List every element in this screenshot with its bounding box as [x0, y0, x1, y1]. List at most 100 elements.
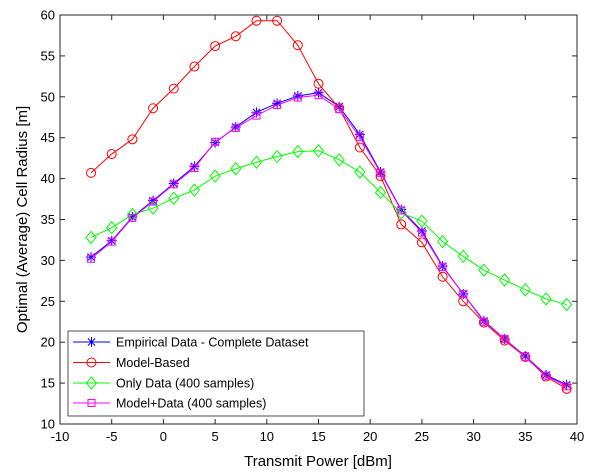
data-point [209, 169, 221, 183]
data-point [127, 134, 138, 145]
data-point [540, 369, 551, 380]
data-point [147, 201, 159, 215]
x-tick-label: 40 [570, 429, 584, 444]
series-4 [87, 91, 571, 391]
data-point [190, 163, 199, 172]
data-point [106, 149, 117, 160]
data-point [416, 214, 428, 228]
data-point [354, 142, 365, 153]
data-point [189, 161, 200, 172]
data-point [333, 153, 345, 167]
data-point [438, 262, 447, 271]
data-point [271, 149, 283, 164]
legend-label: Model+Data (400 samples) [116, 397, 266, 411]
data-point [459, 289, 468, 298]
data-point [498, 273, 511, 287]
data-point [436, 234, 449, 249]
legend-marker [86, 357, 97, 368]
legend-marker [86, 337, 97, 347]
data-point [478, 263, 490, 277]
data-point [334, 101, 345, 112]
data-point [252, 111, 261, 120]
data-point [168, 178, 179, 189]
series-3 [85, 144, 573, 312]
x-tick-label: 20 [363, 429, 377, 444]
data-point [250, 155, 263, 170]
legend-item: Only Data (400 samples) [73, 376, 254, 391]
data-point [230, 31, 241, 42]
data-point [499, 335, 510, 346]
data-point [86, 252, 97, 263]
data-point [374, 185, 387, 200]
y-tick-label: 15 [41, 376, 55, 391]
data-point [169, 180, 178, 189]
data-point [416, 237, 427, 248]
data-point [354, 165, 366, 179]
data-point [375, 171, 386, 182]
data-point [292, 40, 303, 51]
data-point [86, 167, 97, 178]
y-tick-label: 10 [41, 417, 55, 432]
data-point [416, 225, 427, 236]
data-point [107, 237, 116, 246]
data-point [273, 100, 282, 109]
x-tick-label: -5 [106, 429, 118, 444]
data-point [106, 235, 117, 246]
y-axis-ticks: 10 15 20 25 30 35 40 45 50 55 60 [41, 8, 577, 432]
x-tick-label: 15 [311, 429, 325, 444]
data-point [230, 162, 242, 176]
legend: Empirical Data - Complete Dataset Model-B… [67, 330, 365, 417]
x-tick-label: 10 [260, 429, 274, 444]
data-point [106, 220, 118, 235]
data-point [397, 206, 406, 215]
data-point [292, 144, 304, 159]
data-point [457, 249, 469, 264]
data-point [521, 352, 530, 361]
data-point [126, 207, 139, 222]
data-point [313, 78, 324, 89]
data-point [396, 219, 407, 230]
data-point [87, 254, 96, 263]
x-tick-label: -10 [51, 429, 70, 444]
data-point [168, 83, 179, 94]
data-point [211, 137, 220, 146]
y-tick-label: 30 [41, 253, 55, 268]
x-tick-label: 0 [160, 429, 167, 444]
data-point [314, 91, 323, 100]
data-point [562, 382, 571, 391]
data-point [148, 103, 159, 114]
y-tick-label: 20 [41, 335, 55, 350]
legend-marker [85, 376, 98, 390]
data-point [500, 334, 509, 343]
plot-frame [59, 14, 578, 425]
x-tick-label: 5 [211, 429, 218, 444]
data-point [272, 98, 283, 109]
data-point [561, 297, 573, 312]
legend-box [67, 330, 365, 417]
legend-item: Model-Based [73, 356, 190, 370]
data-point [127, 212, 138, 223]
y-tick-label: 50 [41, 89, 55, 104]
data-point [417, 228, 426, 237]
data-point [148, 195, 159, 206]
data-point [293, 93, 302, 102]
data-point [210, 41, 221, 52]
legend-marker [87, 399, 96, 407]
data-point [458, 296, 469, 307]
legend-label: Empirical Data - Complete Dataset [116, 336, 309, 350]
x-axis-title: Transmit Power [dBm] [244, 453, 392, 470]
data-point [354, 129, 365, 140]
data-point [376, 168, 385, 177]
data-point [312, 144, 325, 158]
legend-label: Only Data (400 samples) [116, 377, 254, 391]
data-point [85, 230, 97, 245]
data-point [313, 87, 324, 98]
data-point [437, 271, 448, 282]
data-point [272, 15, 283, 26]
x-tick-label: 25 [415, 429, 429, 444]
legend-label: Model-Based [116, 356, 190, 370]
y-tick-label: 55 [41, 48, 55, 63]
data-point [541, 371, 550, 380]
y-tick-label: 45 [41, 130, 55, 145]
data-point [355, 132, 364, 141]
